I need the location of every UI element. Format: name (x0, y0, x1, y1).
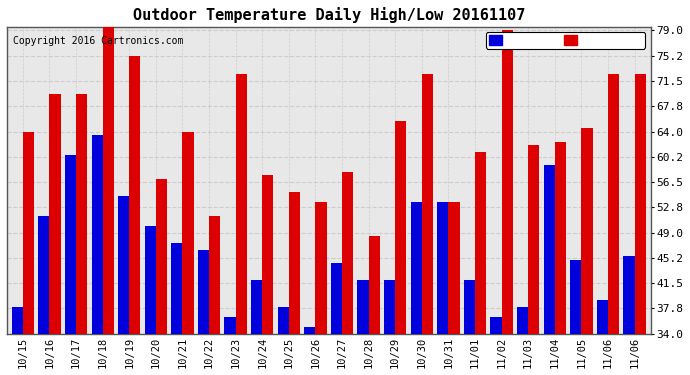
Bar (198, 250, 209, 334)
Bar (491, 317, 502, 334)
Bar (39, 216, 50, 334)
Bar (544, 165, 555, 334)
Bar (251, 280, 262, 334)
Bar (92, 135, 103, 334)
Bar (23, 132, 34, 334)
Bar (608, 74, 619, 334)
Legend: Low  (°F), High  (°F): Low (°F), High (°F) (486, 32, 645, 49)
Bar (570, 260, 582, 334)
Bar (464, 280, 475, 334)
Bar (395, 122, 406, 334)
Bar (118, 196, 129, 334)
Bar (502, 30, 513, 334)
Bar (156, 179, 167, 334)
Bar (182, 132, 194, 334)
Bar (315, 202, 326, 334)
Bar (171, 243, 182, 334)
Bar (384, 280, 395, 334)
Bar (65, 155, 76, 334)
Bar (411, 202, 422, 334)
Text: Copyright 2016 Cartronics.com: Copyright 2016 Cartronics.com (13, 36, 184, 46)
Bar (623, 256, 635, 334)
Bar (448, 202, 460, 334)
Bar (331, 263, 342, 334)
Bar (437, 202, 448, 334)
Bar (368, 236, 380, 334)
Bar (342, 172, 353, 334)
Bar (555, 142, 566, 334)
Bar (277, 307, 289, 334)
Bar (103, 27, 114, 334)
Bar (76, 94, 87, 334)
Bar (357, 280, 368, 334)
Bar (129, 56, 141, 334)
Bar (304, 327, 315, 334)
Bar (224, 317, 236, 334)
Bar (236, 74, 247, 334)
Bar (517, 307, 528, 334)
Bar (209, 216, 220, 334)
Bar (528, 145, 540, 334)
Bar (422, 74, 433, 334)
Bar (145, 226, 156, 334)
Bar (12, 307, 23, 334)
Title: Outdoor Temperature Daily High/Low 20161107: Outdoor Temperature Daily High/Low 20161… (132, 7, 525, 23)
Bar (635, 74, 646, 334)
Bar (50, 94, 61, 334)
Bar (582, 128, 593, 334)
Bar (262, 176, 273, 334)
Bar (475, 152, 486, 334)
Bar (289, 192, 300, 334)
Bar (597, 300, 608, 334)
